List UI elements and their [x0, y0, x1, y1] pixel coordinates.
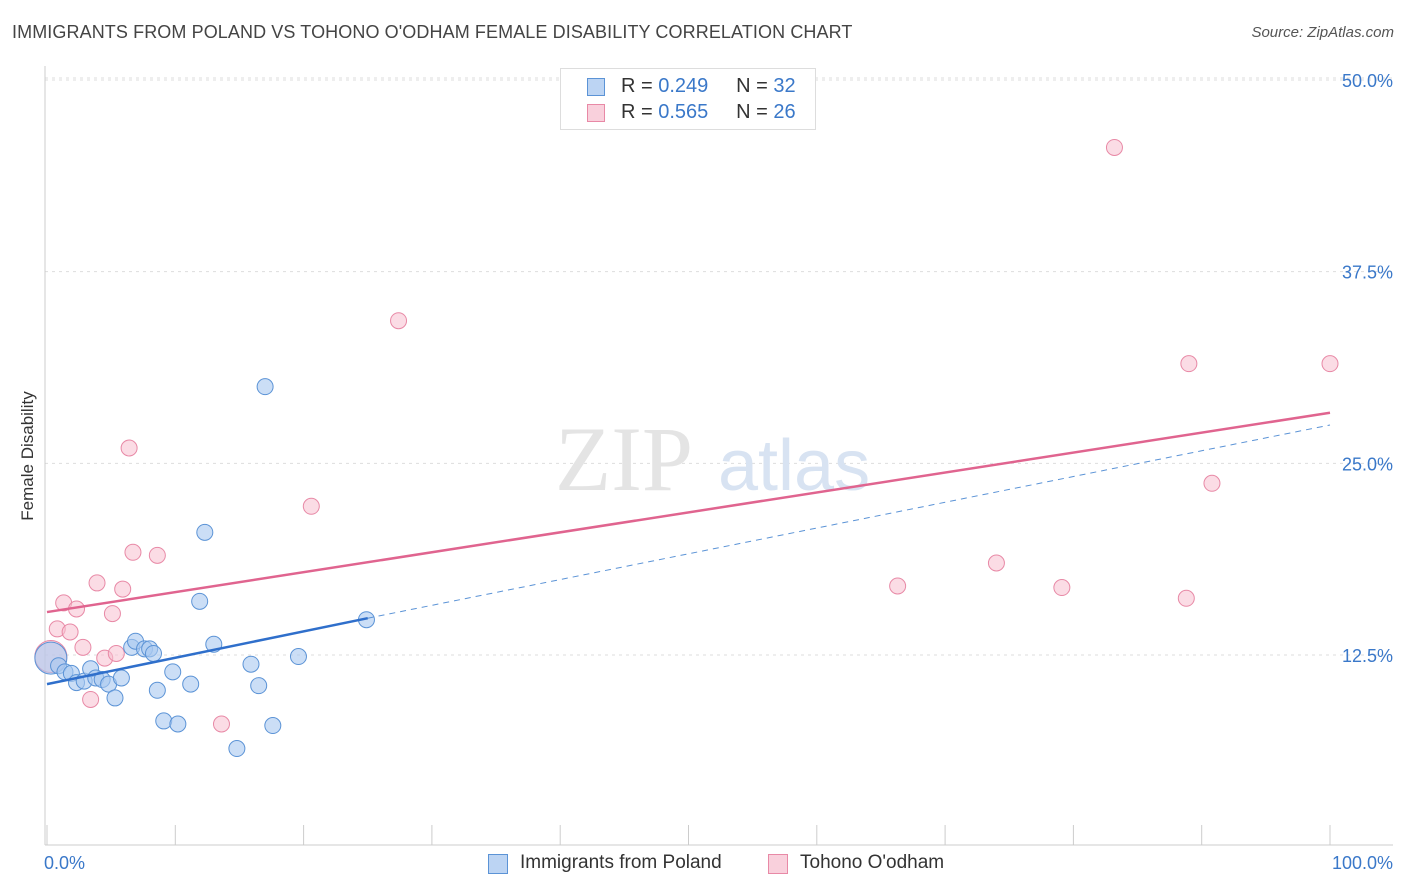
x-tick-label: 0.0% [44, 853, 85, 873]
point-poland [144, 644, 162, 662]
point-tohono [1203, 474, 1221, 492]
point-tohono [114, 580, 132, 598]
legend-r-value: 0.249 [658, 75, 709, 97]
point-tohono [1321, 355, 1339, 373]
x-tick-label: 100.0% [1332, 853, 1393, 873]
legend-r-label: R = [621, 75, 659, 97]
point-poland [242, 655, 260, 673]
y-tick-label: 50.0% [1342, 71, 1393, 91]
trend-lines [46, 411, 1331, 686]
source-label: Source: ZipAtlas.com [1251, 24, 1394, 41]
correlation-legend: R = 0.249 N = 32 R = 0.565 N = 26 [560, 68, 816, 130]
legend-label-tohono: Tohono O'odham [800, 852, 945, 873]
legend-n-value: 26 [773, 101, 796, 123]
point-tohono [124, 543, 142, 561]
point-poland [289, 648, 307, 666]
trend-poland [46, 616, 369, 686]
point-tohono [889, 577, 907, 595]
point-tohono [88, 574, 106, 592]
point-tohono [74, 638, 92, 656]
point-tohono [212, 715, 230, 733]
tick-labels: 12.5% 25.0% 37.5% 50.0% 0.0% 100.0% [44, 71, 1393, 873]
point-tohono [82, 690, 100, 708]
point-poland [196, 523, 214, 541]
point-poland [169, 715, 187, 733]
point-tohono [390, 312, 408, 330]
point-tohono [148, 546, 166, 564]
point-poland [106, 689, 124, 707]
point-tohono [120, 439, 138, 457]
legend-n-label: N = [736, 101, 774, 123]
point-poland [112, 669, 130, 687]
point-poland [191, 592, 209, 610]
point-poland [264, 717, 282, 735]
point-tohono [103, 605, 121, 623]
point-tohono [1053, 579, 1071, 597]
point-poland [250, 677, 268, 695]
legend-n-value: 32 [773, 75, 796, 97]
legend-swatch-tohono [768, 854, 788, 874]
watermark: ZIP atlas [555, 408, 870, 510]
legend-r-value: 0.565 [658, 101, 709, 123]
axes [44, 66, 1393, 846]
point-poland [228, 740, 246, 758]
legend-label-poland: Immigrants from Poland [520, 852, 722, 873]
point-tohono [302, 497, 320, 515]
trend-tohono [46, 411, 1331, 614]
point-tohono [1105, 138, 1123, 156]
watermark-zip: ZIP [555, 408, 693, 510]
point-tohono [61, 623, 79, 641]
y-tick-label: 37.5% [1342, 263, 1393, 283]
legend-swatch-poland [587, 78, 605, 96]
point-tohono [107, 644, 125, 662]
legend-r-label: R = [621, 101, 659, 123]
watermark-atlas: atlas [718, 426, 870, 506]
y-tick-label: 25.0% [1342, 454, 1393, 474]
point-poland [164, 663, 182, 681]
point-poland [256, 378, 274, 396]
trend-poland-extension [367, 424, 1331, 619]
point-tohono [1180, 355, 1198, 373]
y-tick-label: 12.5% [1342, 646, 1393, 666]
point-poland [155, 712, 173, 730]
point-tohono [1177, 589, 1195, 607]
legend-swatch-tohono [587, 104, 605, 122]
chart-title: IMMIGRANTS FROM POLAND VS TOHONO O'ODHAM… [12, 22, 853, 42]
legend-n-label: N = [736, 75, 774, 97]
point-tohono [987, 554, 1005, 572]
point-poland [148, 681, 166, 699]
legend-swatch-poland [488, 854, 508, 874]
point-poland [182, 675, 200, 693]
